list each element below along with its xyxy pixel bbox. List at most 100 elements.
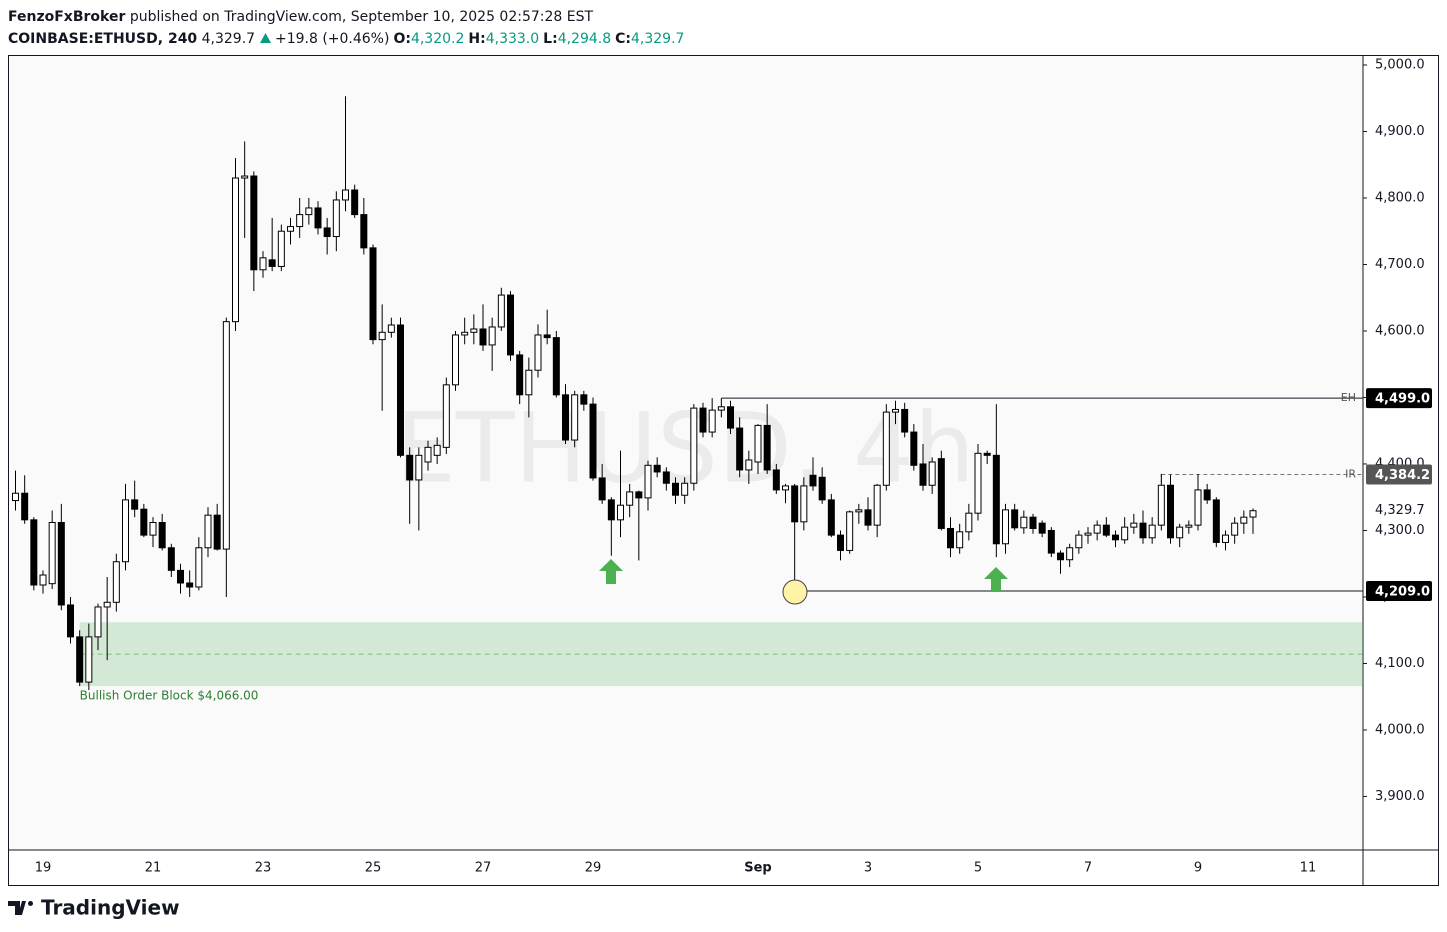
candle-body xyxy=(76,636,84,683)
level-tag-label: 4,384.2 xyxy=(1375,468,1430,483)
candle-body xyxy=(1020,516,1028,529)
low-marker xyxy=(782,579,808,605)
candle-body xyxy=(387,324,395,333)
x-tick-label: Sep xyxy=(744,861,772,876)
candle-body xyxy=(39,574,47,586)
candle-body xyxy=(1084,532,1092,536)
candle-body xyxy=(580,394,588,405)
ohlc-label: L: xyxy=(543,31,558,47)
x-tick-label: 25 xyxy=(365,861,382,876)
candle-body xyxy=(287,226,294,232)
publish-line: FenzoFxBroker published on TradingView.c… xyxy=(8,6,684,28)
candle-body xyxy=(672,482,679,496)
candle-body xyxy=(67,604,74,638)
x-tick-label: 27 xyxy=(475,861,492,876)
y-tick-label: 4,100.0 xyxy=(1375,656,1425,671)
candle-body xyxy=(910,431,918,466)
candle-body xyxy=(873,484,881,526)
candle-body xyxy=(543,334,551,339)
candle-body xyxy=(241,175,249,179)
candle-body xyxy=(992,454,1000,545)
candle-body xyxy=(607,499,615,521)
candle-body xyxy=(1148,524,1156,539)
y-tick-label: 5,000.0 xyxy=(1375,57,1425,72)
candle-body xyxy=(470,328,478,333)
candle-body xyxy=(626,491,634,506)
ohlc-value: 4,333.0 xyxy=(485,31,540,47)
ohlc-value: 4,329.7 xyxy=(631,31,685,47)
y-tick-label: 3,900.0 xyxy=(1375,789,1425,804)
y-tick-label: 4,000.0 xyxy=(1375,722,1425,737)
candle-body xyxy=(1047,529,1055,554)
published: published on TradingView.com, September … xyxy=(129,9,594,25)
candle-body xyxy=(901,408,909,433)
candle-body xyxy=(378,331,386,341)
candle-body xyxy=(12,492,19,502)
level-tag xyxy=(1366,464,1432,485)
candle-body xyxy=(818,476,826,501)
x-tick-label: 5 xyxy=(974,861,982,876)
candle-body xyxy=(791,485,799,523)
candle-body xyxy=(332,199,340,238)
candle-body xyxy=(1121,526,1129,541)
candle-body xyxy=(433,444,441,456)
x-tick-label: 23 xyxy=(255,861,272,876)
candle-body xyxy=(186,582,194,588)
symbol: COINBASE:ETHUSD, 240 xyxy=(8,31,198,47)
candle-body xyxy=(1139,522,1147,539)
candle-body xyxy=(965,512,973,533)
time-axis-bg xyxy=(9,850,1363,885)
candle-body xyxy=(617,504,624,521)
candle-body xyxy=(882,411,890,486)
candle-body xyxy=(864,509,872,526)
candle-body xyxy=(213,514,221,550)
level-tag-label: 4,209.0 xyxy=(1375,584,1430,599)
level-tag xyxy=(1366,580,1432,601)
candle-body xyxy=(1222,534,1229,543)
x-tick-label: 11 xyxy=(1300,861,1317,876)
candle-body xyxy=(452,334,459,386)
y-tick-label: 4,900.0 xyxy=(1375,124,1425,139)
y-tick-label: 4,700.0 xyxy=(1375,257,1425,272)
candle-body xyxy=(937,458,945,529)
candle-body xyxy=(507,294,514,356)
candle-body xyxy=(232,177,239,323)
candle-body xyxy=(727,406,734,429)
brand: TradingView xyxy=(41,896,180,920)
candle-body xyxy=(1093,524,1101,534)
candle-body xyxy=(1112,534,1119,541)
y-tick-label: 4,600.0 xyxy=(1375,323,1425,338)
candle-body xyxy=(754,424,762,463)
candle-body xyxy=(488,326,496,346)
candle-body xyxy=(772,469,780,491)
candle-body xyxy=(122,499,129,563)
chart-frame xyxy=(8,55,1439,886)
ohlc-value: 4,320.2 xyxy=(410,31,465,47)
level-tag xyxy=(1366,388,1432,409)
candle-body xyxy=(736,427,744,471)
candle-body xyxy=(57,521,65,606)
candle-body xyxy=(21,492,29,521)
candle-body xyxy=(525,369,533,396)
candle-body xyxy=(415,454,423,481)
candle-body xyxy=(598,477,606,501)
candle-body xyxy=(717,406,725,411)
candle-body xyxy=(149,521,157,536)
candle-body xyxy=(342,189,349,201)
candle-body xyxy=(461,331,469,336)
candle-body xyxy=(30,519,38,586)
change: +19.8 (+0.46%) xyxy=(274,31,390,47)
level-name: EH xyxy=(1341,391,1356,404)
x-tick-label: 21 xyxy=(145,861,162,876)
candle-body xyxy=(1185,524,1193,528)
candle-body xyxy=(397,324,404,456)
candle-body xyxy=(1157,484,1165,526)
candle-body xyxy=(534,334,542,371)
level-name: IR xyxy=(1345,467,1356,480)
candle-body xyxy=(1102,524,1110,536)
candle-body xyxy=(277,230,285,267)
plot: Bullish Order Block $4,066.00 EH IR xyxy=(12,96,1364,703)
candle-body xyxy=(892,408,899,413)
up-arrow xyxy=(599,559,623,584)
candle-body xyxy=(552,337,560,396)
